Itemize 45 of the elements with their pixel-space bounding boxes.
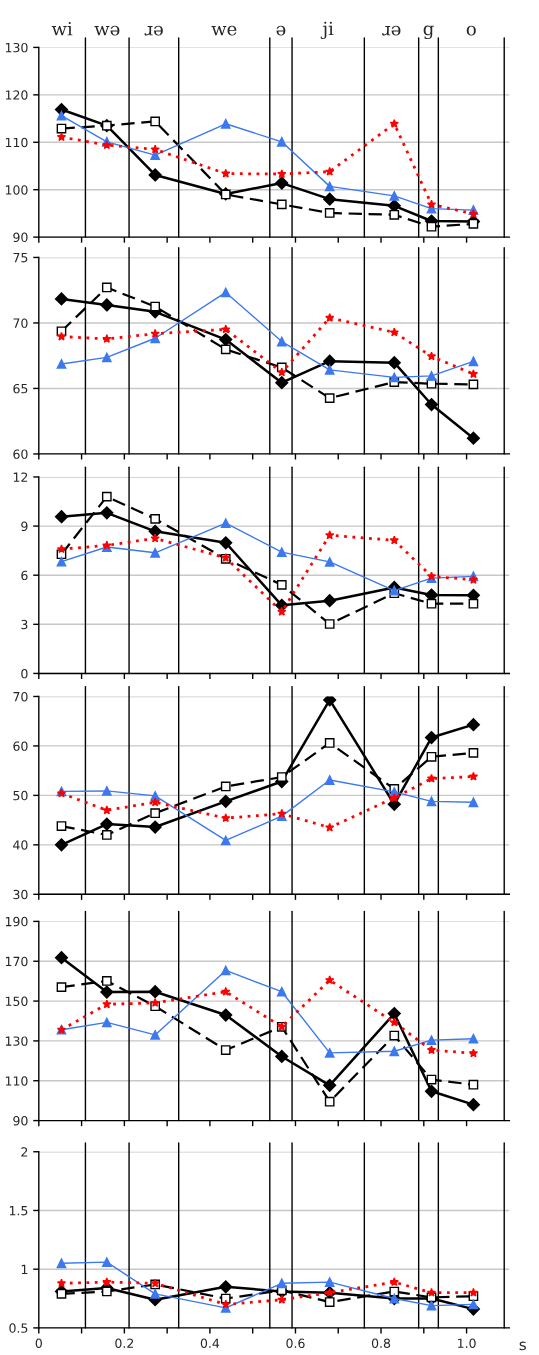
x-tick-label: 0 (35, 1338, 42, 1348)
text: wə (94, 25, 120, 36)
y-tick-label: 110 (5, 137, 28, 148)
y-tick-label: 70 (13, 691, 28, 702)
y-tick-label: 60 (13, 741, 28, 751)
text: ə (276, 25, 286, 36)
text: ɹə (144, 25, 163, 36)
y-tick-label: 40 (13, 840, 28, 850)
y-tick-label: 6 (21, 570, 28, 581)
text: ji (320, 21, 334, 40)
y-tick-label: 3 (21, 619, 28, 630)
y-tick-label: 150 (5, 996, 28, 1006)
x-tick-label: 0.6 (286, 1338, 305, 1348)
y-tick-label: 60 (13, 449, 28, 459)
x-tick-label: 0.8 (371, 1338, 391, 1348)
text: o (466, 25, 476, 36)
y-tick-label: 75 (13, 253, 28, 263)
text: wi (51, 22, 73, 36)
text: g (423, 25, 434, 40)
y-tick-label: 90 (13, 1116, 28, 1126)
y-tick-label: 9 (21, 521, 28, 532)
x-tick-label: 0.4 (200, 1338, 220, 1348)
y-tick-label: 1 (21, 1264, 28, 1274)
text: ɹə (382, 25, 401, 36)
y-tick-label: 170 (5, 956, 28, 967)
x-tick-label: 1.0 (458, 1338, 476, 1348)
x-axis-title: s (519, 1341, 526, 1351)
y-tick-label: 70 (13, 318, 28, 328)
y-tick-label: 100 (5, 185, 28, 195)
text: we (211, 25, 237, 36)
y-tick-label: 12 (13, 472, 28, 482)
y-tick-label: 30 (13, 889, 28, 900)
y-tick-label: 130 (5, 42, 28, 53)
y-tick-label: 130 (5, 1036, 28, 1046)
x-tick-label: 0.2 (115, 1338, 134, 1348)
y-tick-label: 190 (5, 916, 28, 927)
y-tick-label: 0 (21, 668, 28, 679)
y-tick-label: 50 (13, 790, 28, 801)
y-tick-label: 90 (13, 232, 28, 243)
y-tick-label: 2 (21, 1147, 28, 1157)
y-tick-label: 110 (5, 1076, 28, 1086)
y-tick-label: 120 (5, 90, 28, 100)
y-tick-label: 0.5 (9, 1323, 28, 1333)
y-tick-label: 1.5 (9, 1206, 28, 1216)
y-tick-label: 65 (13, 383, 28, 394)
